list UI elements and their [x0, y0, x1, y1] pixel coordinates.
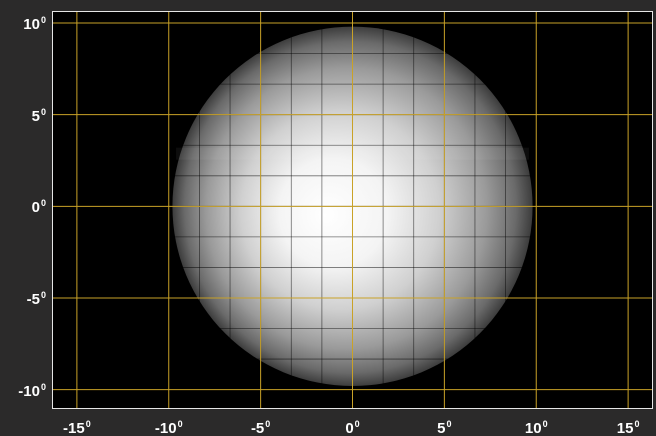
y-tick-label: -100 — [18, 381, 46, 400]
x-tick-label: 100 — [524, 419, 548, 436]
x-tick-label: -50 — [250, 419, 271, 436]
x-tick-label: -100 — [154, 419, 183, 436]
heatmap-svg — [53, 12, 652, 408]
y-tick-label: -50 — [26, 290, 46, 308]
x-tick-label: 00 — [345, 419, 360, 436]
plot-area — [52, 11, 653, 409]
x-tick-label: -150 — [63, 419, 91, 436]
y-tick-label: 50 — [31, 106, 46, 125]
x-tick-label: 50 — [437, 419, 452, 436]
y-tick-label: 100 — [23, 15, 46, 33]
x-tick-label: 150 — [616, 419, 640, 436]
y-tick-label: 00 — [31, 198, 46, 217]
